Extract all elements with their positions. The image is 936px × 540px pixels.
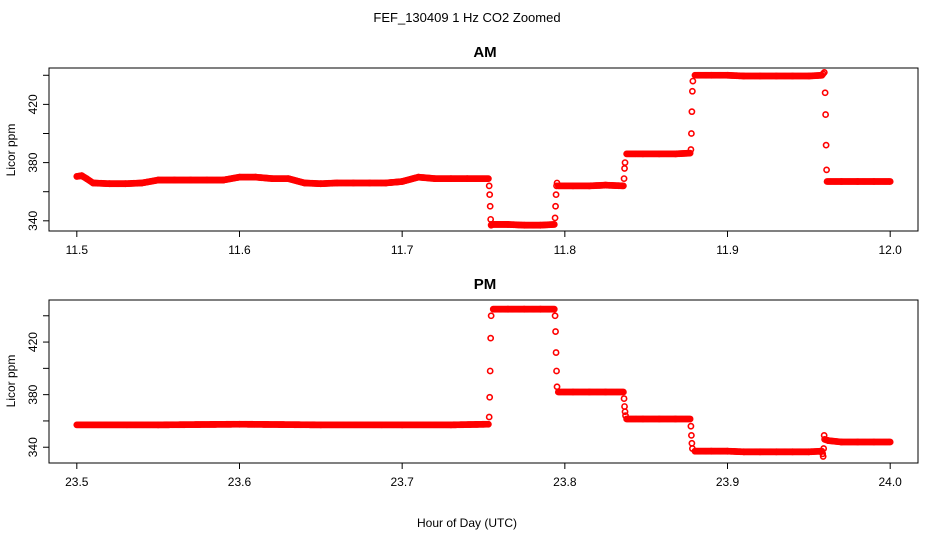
panel-am-x-tick-label: 11.9: [716, 243, 739, 257]
data-point: [688, 431, 695, 439]
data-point: [686, 415, 694, 423]
data-point: [487, 334, 495, 342]
data-point: [686, 149, 694, 157]
panel-pm-x-tick-label: 23.6: [228, 475, 252, 489]
data-point: [620, 182, 627, 190]
panel-am-axes: 11.5 11.6 11.7 11.8 11.9 12.0 340 380 420: [26, 74, 903, 257]
data-point: [550, 305, 558, 313]
panel-pm-y-tick-label: 380: [26, 384, 40, 404]
panel-am-y-tick-label: 380: [26, 152, 40, 172]
data-point: [620, 175, 628, 183]
data-point: [484, 420, 492, 428]
data-point: [485, 413, 493, 421]
data-point: [485, 182, 493, 190]
panel-pm-y-tick-label: 340: [26, 437, 40, 457]
panel-pm: PM Licor ppm 23.5 23.6 23.7 23.8 23.9 24.0 340…: [4, 276, 919, 489]
panel-pm-plot-frame: [48, 299, 919, 464]
data-point: [621, 403, 628, 410]
data-point: [486, 367, 494, 375]
data-point: [553, 383, 561, 391]
panel-am-ylabel: Licor ppm: [4, 124, 18, 177]
panel-am-x-tick-label: 11.8: [554, 243, 577, 257]
panel-am-x-tick-label: 11.5: [66, 243, 89, 257]
data-point: [551, 214, 559, 222]
panel-am-data-points: [73, 68, 894, 229]
panel-am-title: AM: [473, 44, 496, 61]
data-point: [621, 159, 629, 166]
data-point: [688, 108, 696, 116]
data-point: [820, 445, 828, 452]
data-point: [688, 87, 696, 95]
data-point: [552, 202, 559, 210]
data-point: [621, 165, 628, 172]
panel-am-x-tick-label: 11.6: [228, 243, 251, 257]
data-point: [823, 166, 830, 174]
panel-am-plot-frame: [48, 67, 919, 232]
data-point: [487, 312, 495, 320]
panel-pm-ylabel: Licor ppm: [4, 355, 18, 408]
panel-pm-x-tick-label: 23.7: [390, 475, 414, 489]
data-point: [484, 175, 492, 183]
data-point: [820, 68, 828, 76]
panel-am-x-tick-label: 11.7: [391, 243, 414, 257]
data-point: [620, 388, 627, 396]
data-point: [621, 408, 629, 416]
panel-pm-x-tick-label: 24.0: [879, 475, 903, 489]
data-point: [486, 202, 494, 210]
panel-am-y-tick-label: 340: [26, 210, 40, 230]
data-point: [486, 393, 494, 401]
panel-am-x-tick-label: 12.0: [879, 243, 903, 257]
panel-pm-title: PM: [474, 276, 497, 293]
data-point: [688, 439, 696, 447]
data-point: [886, 438, 894, 446]
data-point: [819, 453, 827, 460]
x-axis-label: Hour of Day (UTC): [417, 516, 517, 530]
data-point: [552, 349, 560, 356]
panel-pm-x-tick-label: 23.8: [553, 475, 577, 489]
panel-pm-axes: 23.5 23.6 23.7 23.8 23.9 24.0 340 380 420: [26, 315, 903, 489]
data-point: [620, 395, 628, 402]
data-point: [688, 130, 695, 137]
data-point: [551, 312, 559, 320]
data-point: [486, 191, 494, 199]
data-point: [553, 367, 560, 375]
panel-pm-x-tick-label: 23.5: [65, 475, 89, 489]
panel-pm-y-tick-label: 420: [26, 332, 40, 352]
panel-am-y-tick-label: 420: [26, 94, 40, 114]
panel-am: AM Licor ppm 11.5 11.6 11.7 11.8 11.9 12.0 340…: [4, 44, 919, 257]
data-point: [687, 146, 695, 153]
panel-pm-x-tick-label: 23.9: [716, 475, 740, 489]
chart-title: FEF_130409 1 Hz CO2 Zoomed: [373, 10, 560, 25]
data-point: [687, 422, 695, 430]
data-point: [886, 178, 894, 185]
data-point: [689, 77, 697, 85]
data-point: [552, 191, 560, 199]
data-point: [550, 221, 558, 228]
data-point: [821, 89, 829, 97]
panel-pm-data-points: [73, 305, 894, 460]
data-point: [552, 328, 559, 335]
data-point: [822, 141, 830, 149]
data-point: [822, 111, 830, 118]
